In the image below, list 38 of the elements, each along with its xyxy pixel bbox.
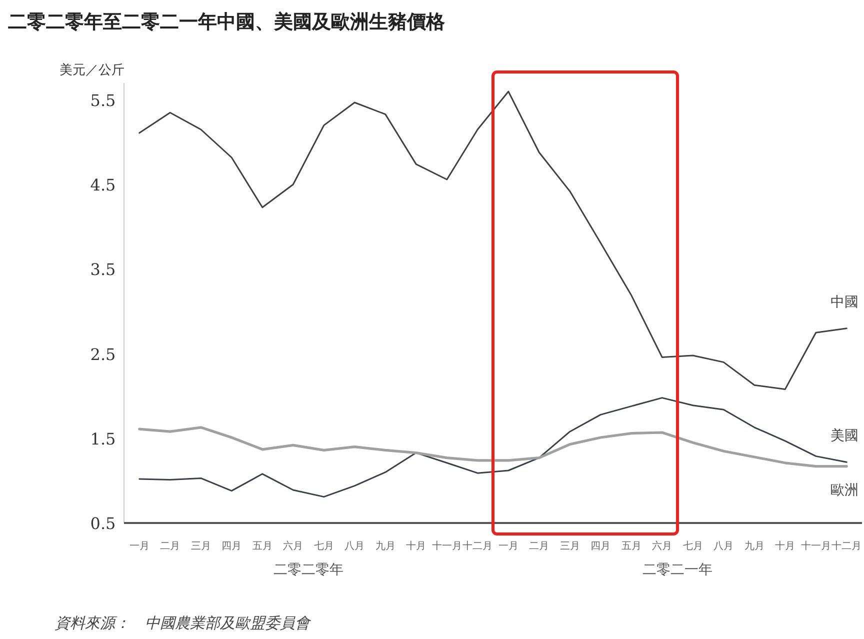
y-tick-label: 1.5	[90, 429, 116, 448]
x-tick-label: 一月	[498, 541, 518, 552]
x-tick-label: 五月	[621, 541, 642, 552]
x-tick-label: 一月	[129, 541, 150, 552]
x-tick-label: 八月	[714, 541, 734, 552]
y-tick-label: 5.5	[90, 90, 116, 110]
series-label: 歐洲	[830, 482, 859, 498]
x-tick-label: 十二月	[832, 540, 862, 552]
y-tick-label: 4.5	[90, 176, 116, 195]
x-tick-label: 七月	[682, 540, 703, 552]
y-tick-label: 2.5	[90, 344, 116, 364]
series-label: 美國	[830, 428, 859, 444]
source-note: 資料來源： 中國農業部及歐盟委員會	[55, 614, 312, 632]
x-tick-label: 十一月	[432, 540, 462, 552]
x-tick-label: 七月	[314, 540, 334, 552]
x-tick-label: 十月	[406, 540, 426, 552]
series-label: 中國	[830, 294, 859, 310]
x-tick-label: 九月	[744, 540, 764, 552]
chart-title: 二零二零年至二零二一年中國、美國及歐洲生豬價格	[8, 11, 446, 33]
y-tick-label: 3.5	[90, 260, 116, 280]
x-tick-label: 六月	[652, 540, 672, 552]
x-tick-label: 二月	[160, 541, 180, 552]
x-tick-label: 四月	[222, 541, 242, 552]
x-tick-label: 三月	[190, 541, 211, 552]
y-tick-label: 0.5	[90, 514, 116, 533]
x-tick-label: 九月	[375, 540, 396, 552]
x-tick-label: 十月	[775, 540, 796, 552]
x-tick-label: 十二月	[462, 540, 493, 552]
x-tick-label: 三月	[560, 541, 580, 552]
x-tick-label: 八月	[344, 541, 365, 552]
x-tick-label: 四月	[590, 541, 611, 552]
y-axis-title: 美元／公斤	[60, 62, 124, 78]
text: 二零二一年	[642, 562, 712, 578]
x-tick-label: 六月	[283, 540, 304, 552]
x-tick-label: 十一月	[800, 540, 831, 552]
x-tick-label: 五月	[252, 541, 272, 552]
x-tick-label: 二月	[529, 541, 550, 552]
text: 二零二零年	[274, 562, 344, 578]
